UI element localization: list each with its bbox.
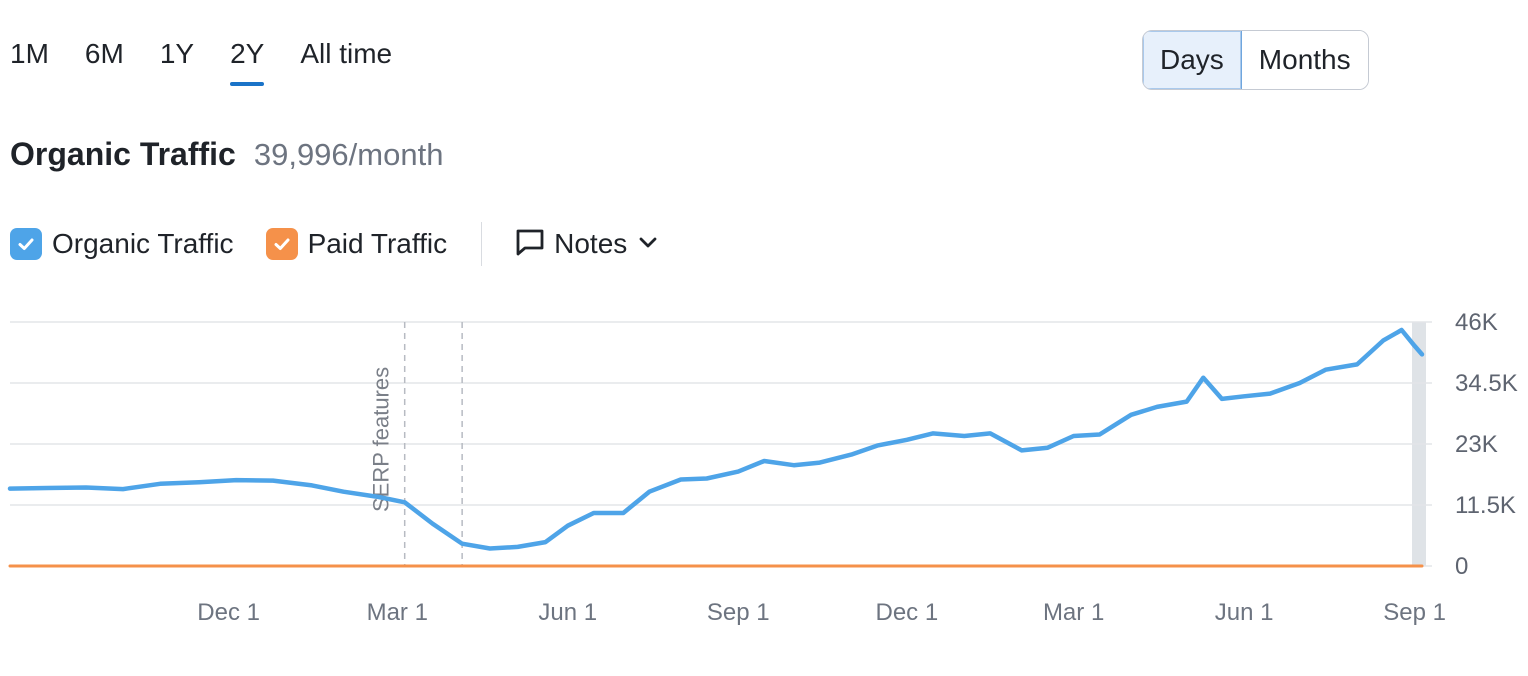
x-tick-label: Jun 1 (1215, 599, 1274, 626)
traffic-chart[interactable]: 0 11.5K 23K 34.5K 46K Dec 1 Mar 1 Jun 1 Sep 1 Dec… (0, 300, 1528, 640)
notes-label: Notes (554, 228, 628, 259)
legend-paid[interactable]: Paid Traffic (265, 228, 448, 260)
organic-traffic-line (7, 327, 1425, 551)
months-button[interactable]: Months (1241, 31, 1368, 89)
period-tab-all-time[interactable]: All time (300, 38, 393, 69)
paid-checkbox-icon[interactable] (265, 228, 298, 260)
traffic-value: 39,996/month (253, 137, 444, 172)
annotation-label: SERP features (369, 367, 394, 512)
period-tab-2y[interactable]: 2Y (230, 36, 265, 87)
period-tab-6m[interactable]: 6M (84, 38, 124, 69)
x-tick-label: Mar 1 (367, 599, 428, 626)
x-tick-label: Dec 1 (876, 599, 939, 626)
comment-icon (514, 226, 546, 263)
period-tab-1m[interactable]: 1M (10, 38, 49, 69)
legend-organic[interactable]: Organic Traffic (10, 228, 234, 260)
chart-header: Organic Traffic 39,996/month (10, 136, 443, 173)
notes-dropdown[interactable]: Notes (514, 226, 659, 263)
legend: Organic Traffic Paid Traffic Notes (10, 222, 659, 266)
period-tab-1y[interactable]: 1Y (159, 38, 195, 69)
legend-organic-label: Organic Traffic (52, 228, 234, 259)
y-tick-label: 34.5K (1455, 370, 1518, 397)
y-tick-label: 0 (1455, 553, 1468, 580)
x-tick-label: Sep 1 (1383, 599, 1446, 626)
legend-paid-label: Paid Traffic (307, 228, 448, 259)
legend-divider (481, 222, 483, 266)
chevron-down-icon (637, 231, 659, 258)
y-tick-label: 11.5K (1455, 492, 1516, 519)
x-tick-label: Mar 1 (1043, 599, 1104, 626)
y-tick-label: 23K (1455, 431, 1498, 458)
organic-checkbox-icon[interactable] (10, 228, 42, 260)
chart-title: Organic Traffic (10, 136, 236, 172)
x-tick-label: Dec 1 (197, 599, 260, 626)
days-button[interactable]: Days (1143, 31, 1242, 89)
y-tick-label: 46K (1455, 309, 1498, 336)
period-tabs: 1M 6M 1Y 2Y All time (10, 36, 428, 87)
granularity-toggle: Days Months (1142, 30, 1369, 90)
x-tick-label: Sep 1 (707, 599, 770, 626)
x-tick-label: Jun 1 (538, 599, 597, 626)
